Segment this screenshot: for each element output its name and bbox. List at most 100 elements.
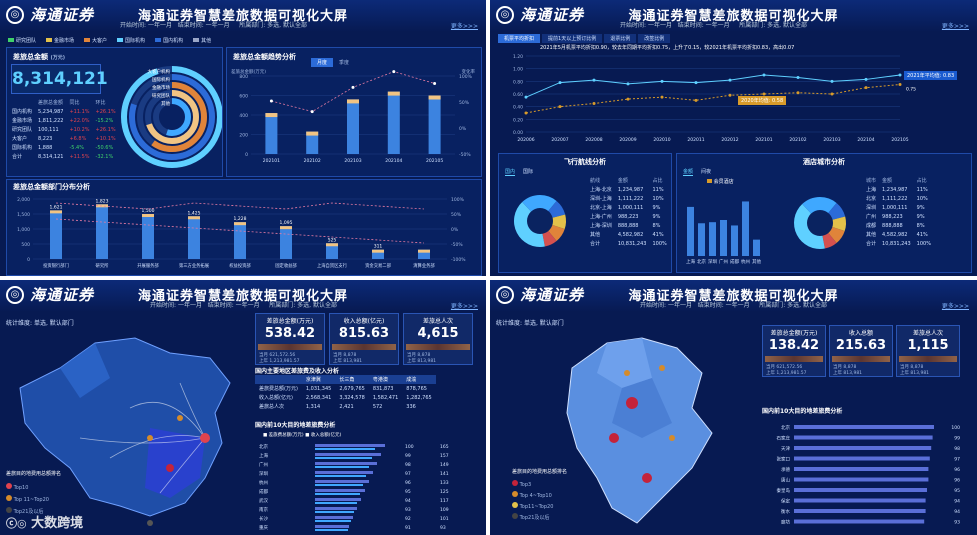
table-cell: 831,873 (372, 385, 394, 392)
dept-bar-label: 1,425 (188, 210, 201, 216)
discount-point (524, 111, 528, 115)
table-cell: 8,223 (38, 135, 53, 142)
table-cell: 878,765 (406, 385, 427, 392)
dept-bar-cap (418, 249, 430, 253)
city-bar-income (315, 484, 363, 486)
x-tick: 上海自贸区支行 (317, 262, 348, 269)
header-cell: 金额 (617, 178, 628, 184)
tab-amount[interactable]: 金额 (683, 169, 694, 176)
y-tick: 0.20 (513, 117, 523, 123)
city-name: 北京 (259, 443, 268, 450)
kpi-wave (832, 356, 890, 362)
y-tick: 2,000 (17, 197, 30, 203)
table-cell: 10,831,243 (617, 240, 647, 247)
table-cell: +11.1% (69, 108, 90, 115)
legend-label: 国内机构 (163, 38, 184, 44)
table-cell: 国内机构 (12, 109, 33, 115)
city-value: 100 (405, 444, 414, 450)
table-cell: +26.1% (95, 126, 116, 133)
table-row: 合计 10,831,243 100% (587, 239, 670, 248)
end-date-select[interactable]: 一年一月 (205, 22, 230, 29)
x-tick: 深圳 (708, 258, 717, 265)
table-cell: 100% (652, 240, 667, 247)
legend-item: 金融市场 (46, 37, 74, 44)
city-value: 93 (440, 525, 446, 531)
dept-select[interactable]: 多选, 默认全部 (787, 302, 827, 309)
end-date-select[interactable]: 一年一月 (235, 302, 260, 309)
city-bar-income (315, 493, 360, 495)
kpi-card: 收入总额 215.63 当月 8,878 上年 813,981 (829, 325, 893, 377)
total-amount-card: 差旅总金额 (万元) 8,314,121 差旅总金额 同比 环比 国内机构 5,234,… (6, 47, 223, 177)
discount-point (626, 97, 630, 101)
rank-bar (794, 509, 926, 513)
legend-swatch (46, 38, 53, 42)
x-tick: 202007 (551, 137, 568, 143)
tab-international[interactable]: 国际 (523, 169, 534, 175)
dept-bar-cap (326, 243, 338, 247)
dept-select[interactable]: 多选, 默认全部 (767, 22, 807, 29)
more-link[interactable]: 更多>>> (450, 303, 478, 310)
stat-dimension-select[interactable]: 统计维度: 单选, 默认部门 (496, 320, 564, 327)
discount-point (796, 76, 800, 80)
end-date-select[interactable]: 一年一月 (725, 302, 750, 309)
tab-nights[interactable]: 间夜 (701, 169, 712, 175)
dept-select[interactable]: 多选, 默认全部 (297, 302, 337, 309)
table-cell: 988,223 (617, 213, 639, 220)
more-link[interactable]: 更多>>> (941, 303, 969, 310)
metric-tab[interactable]: 提前1天以上预订比例 (542, 34, 603, 43)
header-cell (9, 98, 35, 107)
table-header: 京津冀 长三角 粤港澳 成渝 (255, 375, 436, 384)
tab-monthly[interactable]: 月度 (311, 58, 334, 67)
ring-arc (145, 90, 199, 144)
table-cell: 888,888 (617, 222, 639, 229)
metric-tab[interactable]: 机票平均折扣 (498, 34, 541, 43)
start-date-select[interactable]: 一年一月 (147, 22, 172, 29)
table-cell: +6.8% (69, 135, 87, 142)
city-bar-expense (315, 516, 353, 519)
y-tick: 500 (21, 242, 30, 248)
dept-chart: 0 500 1,000 1,500 2,000 -100% -50% 0% 50% 100% 1,6… (17, 197, 466, 269)
table-row: 北京-上海 1,000,111 9% (587, 203, 670, 212)
flight-title: 飞行航线分析 (564, 158, 606, 166)
flight-table: 航线 金额 占比 上海-北京 1,234,987 11% 深圳-上海 1,111,222 10%… (587, 176, 670, 248)
rank-value: 96 (954, 467, 960, 473)
dept-bar (96, 204, 108, 259)
table-cell: 其他 (866, 232, 877, 238)
more-link[interactable]: 更多>>> (941, 23, 969, 30)
x-tick: 广州 (719, 258, 728, 265)
rank-city: 天津 (781, 445, 790, 452)
start-date-select[interactable]: 一年一月 (177, 302, 202, 309)
table-cell: -5.4% (69, 144, 84, 151)
rank-city: 承德 (781, 466, 790, 473)
legend-swatch (193, 38, 200, 42)
x-tick: 202101 (263, 158, 280, 164)
table-row: 上海-北京 1,234,987 11% (587, 185, 670, 194)
tab-quarterly[interactable]: 季度 (339, 60, 350, 66)
rank-value: 94 (954, 499, 960, 505)
total-value-box: 8,314,121 (11, 64, 108, 94)
city-bar-expense (315, 471, 373, 474)
table-cell: 1,314 (305, 403, 321, 410)
metric-tab[interactable]: 改签比例 (638, 34, 671, 43)
filter-bar: 开始时间: 一年一月 结束时间: 一年一月 所属部门: 多选, 默认全部 (620, 22, 807, 29)
city-bar-expense (315, 480, 369, 483)
end-value-mid: 0.75 (906, 87, 916, 93)
kpi-title: 收入总额 (848, 330, 873, 337)
trend-bar-cap (387, 91, 400, 96)
tab-domestic[interactable]: 国内 (505, 169, 516, 176)
legend-item: 大客户 (84, 37, 107, 44)
table-cell: 1,111,222 (617, 195, 644, 202)
start-date-select[interactable]: 一年一月 (667, 302, 692, 309)
top10-title: 国内前10大目的地差旅费分析 (762, 408, 843, 415)
stat-dimension-select[interactable]: 统计维度: 单选, 默认部门 (6, 320, 74, 327)
end-date-select[interactable]: 一年一月 (705, 22, 730, 29)
header-cell: 环比 (95, 100, 106, 106)
dashboard-panel-flight: ◎ 海通证券 海通证券智慧差旅数据可视化大屏 开始时间: 一年一月 结束时间: 一… (490, 0, 977, 276)
dept-select[interactable]: 多选, 默认全部 (267, 22, 307, 29)
start-date-select[interactable]: 一年一月 (647, 22, 672, 29)
dept-bar-label: 525 (328, 237, 337, 243)
table-row: 收入总额(亿元) 2,568,341 3,324,578 1,582,471 1,282… (255, 393, 436, 402)
table-cell: 41% (652, 231, 664, 238)
more-link[interactable]: 更多>>> (450, 23, 478, 30)
metric-tab[interactable]: 退票比例 (604, 34, 637, 43)
